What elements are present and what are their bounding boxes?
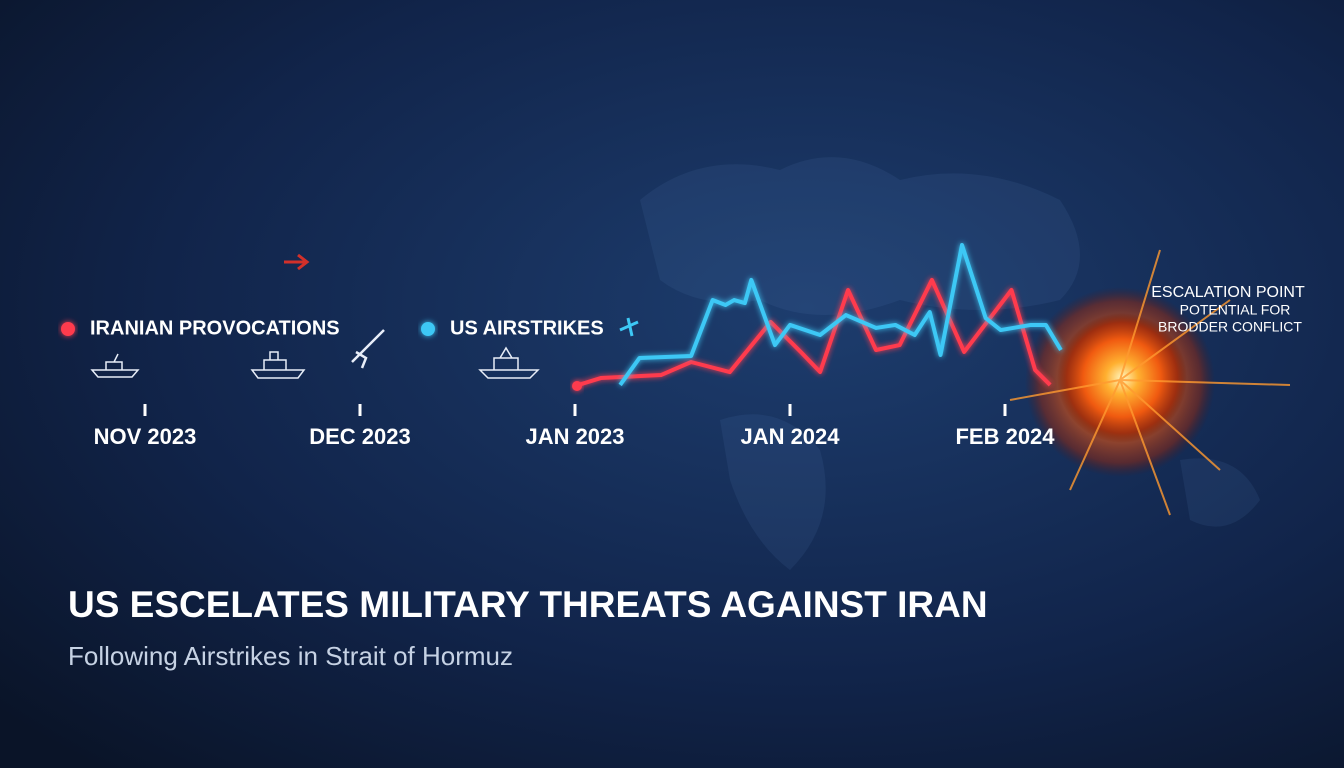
x-tick-label: NOV 2023 — [94, 424, 197, 449]
legend-label: IRANIAN PROVOCATIONS — [90, 317, 340, 339]
legend-marker — [61, 322, 75, 336]
x-tick-label: FEB 2024 — [955, 424, 1055, 449]
explosion — [1009, 249, 1291, 516]
title: US ESCELATES MILITARY THREATS AGAINST IR… — [68, 584, 988, 625]
annotation: BRODDER CONFLICT — [1158, 319, 1302, 335]
arrow-icon — [284, 253, 310, 271]
annotation: ESCALATION POINT — [1151, 284, 1305, 301]
legend-marker — [421, 322, 435, 336]
series-line — [618, 243, 1063, 387]
x-tick-label: JAN 2024 — [740, 424, 840, 449]
annotation: POTENTIAL FOR — [1180, 302, 1291, 318]
subtitle: Following Airstrikes in Strait of Hormuz — [68, 641, 513, 671]
legend-label: US AIRSTRIKES — [450, 317, 604, 339]
x-tick-label: JAN 2023 — [525, 424, 624, 449]
x-tick-label: DEC 2023 — [309, 424, 411, 449]
icons — [90, 317, 639, 379]
